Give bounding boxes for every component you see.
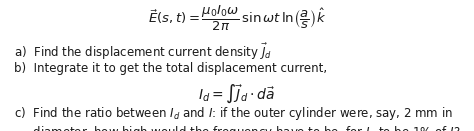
Text: $I_d = \int \vec{J}_d \cdot d\vec{a}$: $I_d = \int \vec{J}_d \cdot d\vec{a}$: [198, 83, 276, 105]
Text: c)  Find the ratio between $I_d$ and $I$: if the outer cylinder were, say, 2 mm : c) Find the ratio between $I_d$ and $I$:…: [14, 105, 453, 122]
Text: $\vec{E}(s,t) = \dfrac{\mu_0 I_0 \omega}{2\pi}\, \sin\omega t\, \ln\!\left(\dfra: $\vec{E}(s,t) = \dfrac{\mu_0 I_0 \omega}…: [148, 4, 326, 33]
Text: b)  Integrate it to get the total displacement current,: b) Integrate it to get the total displac…: [14, 62, 328, 75]
Text: diameter, how high would the frequency have to be, for $I_d$ to be 1% of $I$?: diameter, how high would the frequency h…: [14, 124, 461, 131]
Text: a)  Find the displacement current density $\vec{J}_d$: a) Find the displacement current density…: [14, 42, 273, 62]
